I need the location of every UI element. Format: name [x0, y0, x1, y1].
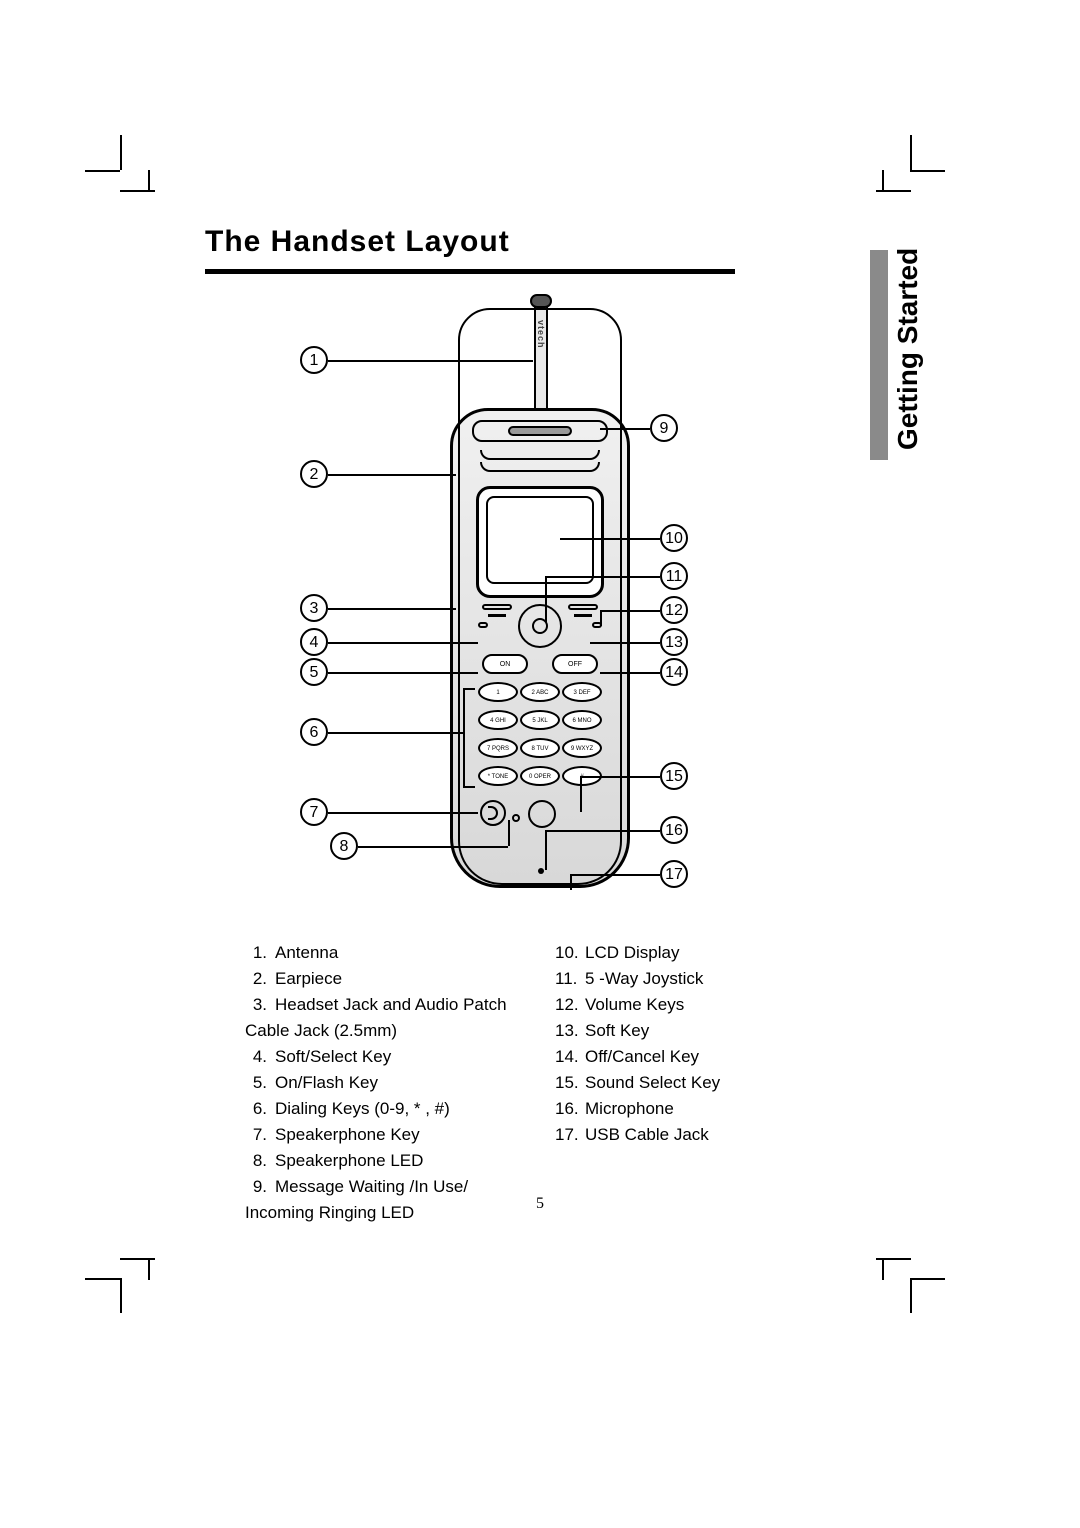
lead-7	[328, 812, 478, 814]
handset-softkey-left-dash	[488, 614, 506, 617]
lead-15v	[580, 776, 582, 812]
handset-softkey-left	[482, 604, 512, 610]
lead-8	[358, 846, 508, 848]
callout-6: 6	[300, 718, 328, 746]
handset-key-7: 7 PQRS	[478, 738, 518, 758]
lead-11	[545, 576, 660, 578]
lead-3	[328, 608, 456, 610]
callout-17: 17	[660, 860, 688, 888]
callout-13: 13	[660, 628, 688, 656]
handset-softkey-right	[568, 604, 598, 610]
callout-4: 4	[300, 628, 328, 656]
lead-16v	[545, 830, 547, 870]
handset-key-9: 9 WXYZ	[562, 738, 602, 758]
page: The Handset Layout Getting Started vtech	[0, 0, 1080, 1528]
callout-11: 11	[660, 562, 688, 590]
legend-item: 3.Headset Jack and Audio Patch	[245, 992, 555, 1018]
lead-17v	[570, 874, 572, 890]
handset-off-key: OFF	[552, 654, 598, 674]
lead-2	[328, 474, 456, 476]
callout-12: 12	[660, 596, 688, 624]
handset-microphone	[538, 868, 544, 874]
handset-key-1: 1	[478, 682, 518, 702]
handset-volkey-left	[478, 622, 488, 628]
lead-10	[560, 538, 660, 540]
legend-item: 14.Off/Cancel Key	[555, 1044, 805, 1070]
lead-16	[545, 830, 660, 832]
section-tab-bar	[870, 250, 888, 460]
content-area: The Handset Layout	[205, 225, 905, 274]
legend-item: 6.Dialing Keys (0-9, * , #)	[245, 1096, 555, 1122]
callout-16: 16	[660, 816, 688, 844]
handset-key-3: 3 DEF	[562, 682, 602, 702]
lead-12v	[600, 610, 602, 626]
handset-outline: vtech ON OFF 1 2 ABC 3 DEF 4 GHI 5 JKL	[450, 300, 630, 895]
callout-9: 9	[650, 414, 678, 442]
section-tab-label: Getting Started	[892, 248, 924, 450]
legend-item: 2.Earpiece	[245, 966, 555, 992]
legend-item: 17.USB Cable Jack	[555, 1122, 805, 1148]
legend-item: 11.5 -Way Joystick	[555, 966, 805, 992]
handset-softkey-right-dash	[574, 614, 592, 617]
bracket-6	[463, 688, 465, 788]
handset-key-5: 5 JKL	[520, 710, 560, 730]
legend-item: 8.Speakerphone LED	[245, 1148, 555, 1174]
handset-sound-select-key	[528, 800, 556, 828]
handset-key-2: 2 ABC	[520, 682, 560, 702]
lead-8v	[508, 820, 510, 846]
callout-1: 1	[300, 346, 328, 374]
legend-item: 7.Speakerphone Key	[245, 1122, 555, 1148]
lead-6	[328, 732, 463, 734]
legend-item: 10.LCD Display	[555, 940, 805, 966]
lead-11v	[545, 576, 547, 622]
handset-speakerphone-led	[512, 814, 520, 822]
callout-5: 5	[300, 658, 328, 686]
callout-2: 2	[300, 460, 328, 488]
lead-13	[590, 642, 660, 644]
handset-earpiece-slot	[508, 426, 572, 436]
handset-key-4: 4 GHI	[478, 710, 518, 730]
handset-key-8: 8 TUV	[520, 738, 560, 758]
callout-15: 15	[660, 762, 688, 790]
legend-col-right: 10.LCD Display 11.5 -Way Joystick 12.Vol…	[555, 940, 805, 1148]
lead-1	[328, 360, 533, 362]
page-number: 5	[0, 1195, 1080, 1213]
callout-10: 10	[660, 524, 688, 552]
handset-earpiece-curve	[480, 450, 600, 460]
callout-7: 7	[300, 798, 328, 826]
legend-item: 15.Sound Select Key	[555, 1070, 805, 1096]
callout-8: 8	[330, 832, 358, 860]
page-title: The Handset Layout	[205, 225, 905, 259]
handset-earpiece-curve2	[480, 462, 600, 472]
handset-key-6: 6 MNO	[562, 710, 602, 730]
lead-17	[570, 874, 660, 876]
handset-on-key: ON	[482, 654, 528, 674]
lead-9	[600, 428, 650, 430]
callout-3: 3	[300, 594, 328, 622]
legend-item: 4.Soft/Select Key	[245, 1044, 555, 1070]
legend-item: 12.Volume Keys	[555, 992, 805, 1018]
handset-key-0: 0 OPER	[520, 766, 560, 786]
legend-col-left: 1.Antenna 2.Earpiece 3.Headset Jack and …	[245, 940, 555, 1226]
lead-12	[600, 610, 660, 612]
lead-14	[600, 672, 660, 674]
callout-14: 14	[660, 658, 688, 686]
legend-item: 13.Soft Key	[555, 1018, 805, 1044]
bracket-6b	[463, 786, 475, 788]
legend-item-cont: Cable Jack (2.5mm)	[245, 1018, 555, 1044]
handset-key-star: * TONE	[478, 766, 518, 786]
legend-item: 16.Microphone	[555, 1096, 805, 1122]
title-rule	[205, 269, 735, 274]
bracket-6t	[463, 688, 475, 690]
lead-5	[328, 672, 478, 674]
legend-item: 1.Antenna	[245, 940, 555, 966]
legend-item: 5.On/Flash Key	[245, 1070, 555, 1096]
handset-antenna-tip	[530, 294, 552, 308]
handset-diagram: vtech ON OFF 1 2 ABC 3 DEF 4 GHI 5 JKL	[300, 300, 860, 930]
lead-15	[580, 776, 660, 778]
lead-4	[328, 642, 478, 644]
handset-screen	[486, 496, 594, 584]
